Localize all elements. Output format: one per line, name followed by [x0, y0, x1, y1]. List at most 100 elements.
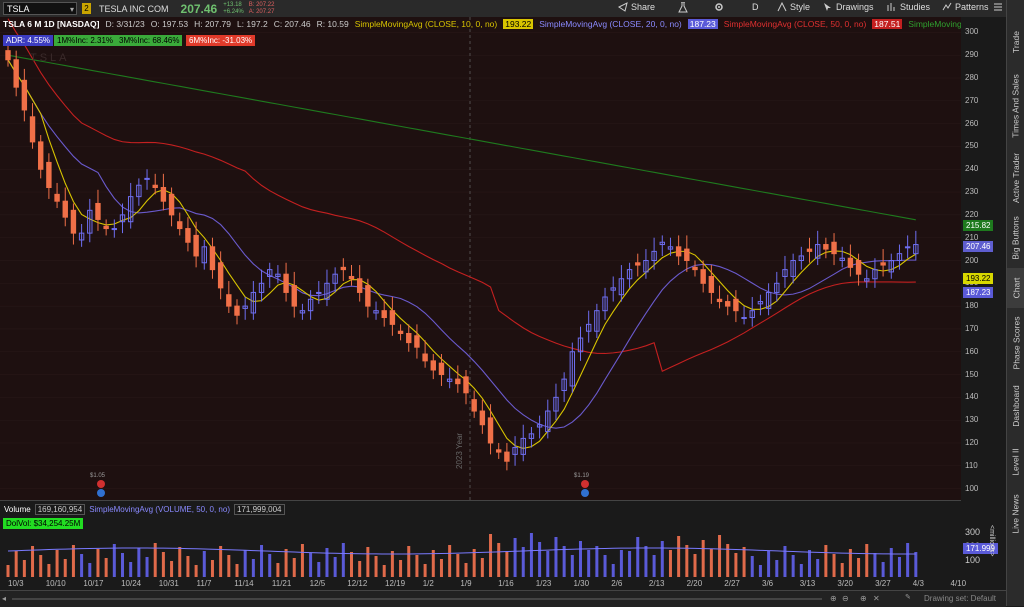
- candle: [119, 214, 126, 223]
- price-tick: 130: [965, 415, 979, 425]
- time-tick: 10/17: [83, 579, 104, 588]
- sidebar-tab-level-ii[interactable]: Level II: [1007, 438, 1024, 486]
- candle: [430, 360, 436, 371]
- candle: [896, 253, 903, 262]
- candle: [95, 202, 101, 220]
- vol-tick: 300: [965, 527, 981, 537]
- candle: [471, 399, 477, 412]
- price-tick: 240: [965, 164, 979, 174]
- bid: B: 207.22: [248, 1, 275, 8]
- chart-title: TSLA 6 M 1D [NASDAQ]: [3, 19, 100, 29]
- volume-sma-label[interactable]: SimpleMovingAvg (VOLUME, 50, 0, no): [89, 505, 230, 514]
- info-line: TSLA 6 M 1D [NASDAQ] D: 3/31/23 O: 197.5…: [3, 19, 1024, 29]
- candle: [438, 362, 445, 376]
- dividend-label-2: $1.19: [574, 473, 590, 479]
- sidebar-tab-active-trader[interactable]: Active Trader: [1007, 148, 1024, 208]
- candle: [21, 79, 28, 111]
- volume-bar: [603, 555, 607, 577]
- info-low: L: 197.2: [236, 19, 268, 29]
- candle: [774, 282, 780, 293]
- patterns-button[interactable]: Patterns: [942, 2, 989, 12]
- zoom-out-icon[interactable]: ⊖: [842, 594, 849, 603]
- drawing-set-label[interactable]: Drawing set: Default: [924, 594, 997, 603]
- drawings-button[interactable]: Drawings: [823, 2, 874, 12]
- period-button[interactable]: D: [752, 2, 759, 12]
- candle: [29, 116, 36, 143]
- candle: [62, 200, 68, 218]
- sidebar-tab-phase-scores[interactable]: Phase Scores: [1007, 312, 1024, 374]
- earnings-icon[interactable]: [581, 480, 589, 488]
- price-axis[interactable]: 3002902802702602502402302202102001901801…: [961, 17, 1006, 500]
- sidebar-tab-dashboard[interactable]: Dashboard: [1007, 378, 1024, 434]
- studies-button[interactable]: Studies: [887, 2, 930, 12]
- earnings-icon[interactable]: [97, 480, 105, 488]
- dividend-icon[interactable]: [97, 489, 105, 497]
- time-axis[interactable]: 10/3 10/10 10/17 10/24 10/31 11/7 11/14 11/21 12…: [0, 577, 1006, 590]
- sidebar-tab-trade[interactable]: Trade: [1007, 20, 1024, 64]
- sidebar-tab-label: Chart: [1011, 277, 1022, 299]
- time-tick: 1/2: [422, 579, 434, 588]
- symbol-input[interactable]: TSLA ▾: [3, 2, 77, 15]
- candle: [528, 433, 535, 439]
- share-button[interactable]: Share: [618, 2, 655, 12]
- volume-bar: [824, 545, 828, 577]
- candle: [880, 262, 886, 266]
- price-tick: 150: [965, 369, 979, 379]
- price-tick: 290: [965, 50, 979, 60]
- volume-bar: [129, 562, 133, 577]
- menu-icon: [994, 3, 1002, 11]
- candle: [602, 296, 608, 312]
- sidebar-tab-chart[interactable]: Chart: [1007, 268, 1024, 308]
- menu-button[interactable]: [994, 2, 1002, 12]
- price-chart[interactable]: TSLA 6 M 1D [NASDAQ] D: 3/31/23 O: 197.5…: [0, 17, 1024, 500]
- share-icon: [618, 2, 628, 12]
- company-name: TESLA INC COM: [99, 3, 169, 14]
- settings-button[interactable]: [714, 2, 724, 12]
- sidebar-tab-big-buttons[interactable]: Big Buttons: [1007, 212, 1024, 264]
- sma200-line: [7, 54, 916, 221]
- volume-bar: [889, 548, 893, 577]
- sidebar-tab-live-news[interactable]: Live News: [1007, 490, 1024, 538]
- candle: [823, 244, 829, 250]
- volume-label: Volume: [4, 505, 31, 514]
- candle: [569, 351, 576, 387]
- chevron-down-icon[interactable]: ▾: [69, 5, 74, 14]
- zoom-icon[interactable]: ⊕: [830, 594, 837, 603]
- candle: [520, 437, 526, 455]
- candle: [749, 310, 755, 319]
- drawing-icon[interactable]: ✎: [905, 594, 911, 601]
- close-icon[interactable]: ✕: [873, 594, 880, 603]
- studies-icon: [887, 3, 895, 11]
- dividend-icon[interactable]: [581, 489, 589, 497]
- link-badge[interactable]: 2: [82, 3, 91, 14]
- sma50-label[interactable]: SimpleMovingAvg (CLOSE, 50, 0, no): [723, 19, 867, 29]
- patterns-icon: [942, 2, 952, 11]
- sidebar-tab-times-and-sales[interactable]: Times And Sales: [1007, 68, 1024, 144]
- gear-icon: [715, 3, 723, 11]
- volume-sma-value: 171,999,004: [234, 504, 285, 515]
- volume-bar: [170, 561, 174, 577]
- volume-bar: [210, 560, 214, 577]
- zoom-in-icon[interactable]: ⊕: [860, 594, 867, 603]
- style-button[interactable]: Style: [777, 2, 810, 12]
- scroll-left-icon[interactable]: ◂: [2, 594, 7, 603]
- sidebar-tab-label: Level II: [1011, 448, 1021, 476]
- candle: [594, 310, 600, 332]
- volume-pane[interactable]: DolVol: $34,254.25M: [0, 517, 961, 577]
- volume-bar: [480, 558, 484, 577]
- vol-tick: 100: [965, 555, 981, 565]
- candle: [626, 269, 633, 280]
- sma10-label[interactable]: SimpleMovingAvg (CLOSE, 10, 0, no): [354, 19, 498, 29]
- candle: [463, 376, 469, 394]
- sma20-label[interactable]: SimpleMovingAvg (CLOSE, 20, 0, no): [539, 19, 682, 29]
- flask-button[interactable]: [678, 2, 688, 13]
- candle: [455, 378, 461, 385]
- time-tick: 2/27: [724, 579, 740, 588]
- volume-bar: [341, 543, 345, 577]
- candle: [545, 410, 551, 433]
- candle: [798, 255, 805, 261]
- candle: [806, 248, 813, 252]
- scrollbar-track[interactable]: [12, 598, 822, 600]
- volume-bar: [333, 557, 337, 577]
- price-tick: 170: [965, 323, 979, 333]
